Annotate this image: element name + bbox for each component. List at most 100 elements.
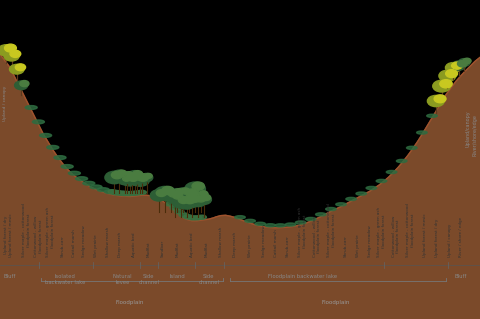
Text: Mudflat: Mudflat — [147, 241, 151, 257]
Ellipse shape — [427, 114, 437, 117]
Circle shape — [196, 195, 206, 202]
Ellipse shape — [129, 191, 138, 196]
Circle shape — [179, 197, 189, 204]
Ellipse shape — [366, 186, 377, 189]
Text: Upland forest / mesic: Upland forest / mesic — [423, 213, 427, 257]
Circle shape — [120, 172, 133, 180]
Ellipse shape — [132, 191, 142, 195]
Ellipse shape — [120, 191, 130, 196]
Circle shape — [167, 192, 184, 204]
Ellipse shape — [285, 223, 296, 226]
Ellipse shape — [356, 192, 367, 195]
Circle shape — [121, 174, 139, 186]
Ellipse shape — [166, 202, 175, 206]
Ellipse shape — [69, 171, 81, 175]
Ellipse shape — [245, 219, 255, 223]
Ellipse shape — [255, 222, 265, 226]
Circle shape — [445, 70, 457, 78]
Ellipse shape — [170, 206, 180, 210]
Circle shape — [111, 170, 128, 181]
Circle shape — [197, 195, 211, 204]
Circle shape — [199, 191, 208, 197]
Circle shape — [14, 81, 28, 90]
Text: Sandbar: Sandbar — [161, 240, 165, 257]
Circle shape — [186, 189, 199, 197]
Text: Shrub-carr: Shrub-carr — [286, 235, 290, 257]
Ellipse shape — [407, 146, 417, 149]
Circle shape — [173, 192, 183, 199]
Circle shape — [134, 174, 144, 180]
Circle shape — [439, 70, 456, 81]
Circle shape — [170, 189, 184, 198]
Circle shape — [457, 61, 467, 67]
Ellipse shape — [235, 216, 245, 219]
Text: Aquatic bed: Aquatic bed — [132, 232, 136, 257]
Ellipse shape — [346, 197, 357, 201]
Ellipse shape — [275, 224, 286, 227]
Ellipse shape — [112, 190, 122, 195]
Circle shape — [126, 176, 138, 185]
Circle shape — [4, 51, 19, 61]
Text: Deep marsh: Deep marsh — [118, 232, 122, 257]
Circle shape — [127, 174, 138, 181]
Text: Silver maple - green ash
floodplain forest: Silver maple - green ash floodplain fore… — [298, 207, 307, 257]
Ellipse shape — [192, 216, 202, 220]
Ellipse shape — [108, 190, 118, 194]
Circle shape — [184, 196, 196, 204]
Circle shape — [137, 174, 149, 181]
Ellipse shape — [175, 210, 184, 214]
Circle shape — [194, 191, 209, 201]
Circle shape — [172, 197, 190, 208]
Text: Upland forest / dry: Upland forest / dry — [435, 219, 439, 257]
Text: Silver maple - cottonwood
floodplain forest: Silver maple - cottonwood floodplain for… — [327, 203, 336, 257]
Text: Side
channel: Side channel — [138, 274, 159, 285]
Ellipse shape — [90, 185, 102, 189]
Circle shape — [162, 190, 180, 202]
Text: River/shore/edge: River/shore/edge — [472, 115, 477, 156]
Ellipse shape — [54, 156, 66, 160]
Text: Sedge meadow: Sedge meadow — [262, 225, 266, 257]
Text: Silver maple - cottonwood
floodplain forest: Silver maple - cottonwood floodplain for… — [406, 203, 415, 257]
Text: Side
channel: Side channel — [198, 274, 219, 285]
Text: Cottonwood - willow
floodplain forest: Cottonwood - willow floodplain forest — [392, 215, 400, 257]
Text: Island: Island — [170, 274, 185, 279]
Ellipse shape — [111, 191, 124, 195]
Circle shape — [463, 58, 471, 63]
Circle shape — [141, 174, 153, 182]
Text: Upland forest / dry
Upland forest / mesic: Upland forest / dry Upland forest / mesi… — [4, 213, 13, 257]
Circle shape — [180, 188, 190, 194]
Circle shape — [445, 63, 461, 73]
Circle shape — [190, 195, 207, 207]
Ellipse shape — [188, 216, 197, 220]
Text: Floodplain backwater lake: Floodplain backwater lake — [268, 274, 337, 279]
Circle shape — [127, 171, 144, 182]
Circle shape — [122, 176, 131, 181]
Circle shape — [175, 189, 183, 194]
Text: Floodplain: Floodplain — [115, 300, 144, 306]
Text: Floodplain: Floodplain — [322, 300, 350, 306]
Circle shape — [150, 190, 168, 201]
Circle shape — [140, 174, 148, 179]
Ellipse shape — [137, 190, 146, 194]
Circle shape — [427, 95, 444, 107]
Text: Wet prairie: Wet prairie — [356, 234, 360, 257]
Circle shape — [177, 196, 197, 209]
Circle shape — [168, 190, 179, 197]
Text: Shrub-carr: Shrub-carr — [344, 235, 348, 257]
Circle shape — [183, 195, 202, 207]
Text: Wet prairie: Wet prairie — [94, 234, 98, 257]
Circle shape — [118, 176, 131, 185]
Text: Deep marsh: Deep marsh — [233, 232, 237, 257]
Ellipse shape — [325, 207, 336, 211]
Text: Shallow marsh: Shallow marsh — [219, 226, 223, 257]
Text: Natural
levee: Natural levee — [113, 274, 132, 285]
Ellipse shape — [315, 213, 326, 216]
Ellipse shape — [83, 181, 95, 185]
Circle shape — [105, 171, 123, 184]
Text: Cottonwood - willow
floodplain forest: Cottonwood - willow floodplain forest — [312, 215, 321, 257]
Text: Bluff: Bluff — [3, 274, 16, 279]
Text: Shallow marsh: Shallow marsh — [106, 226, 110, 257]
Text: Sedge meadow: Sedge meadow — [368, 225, 372, 257]
Circle shape — [434, 95, 446, 103]
Text: Upland/canopy: Upland/canopy — [466, 110, 470, 147]
